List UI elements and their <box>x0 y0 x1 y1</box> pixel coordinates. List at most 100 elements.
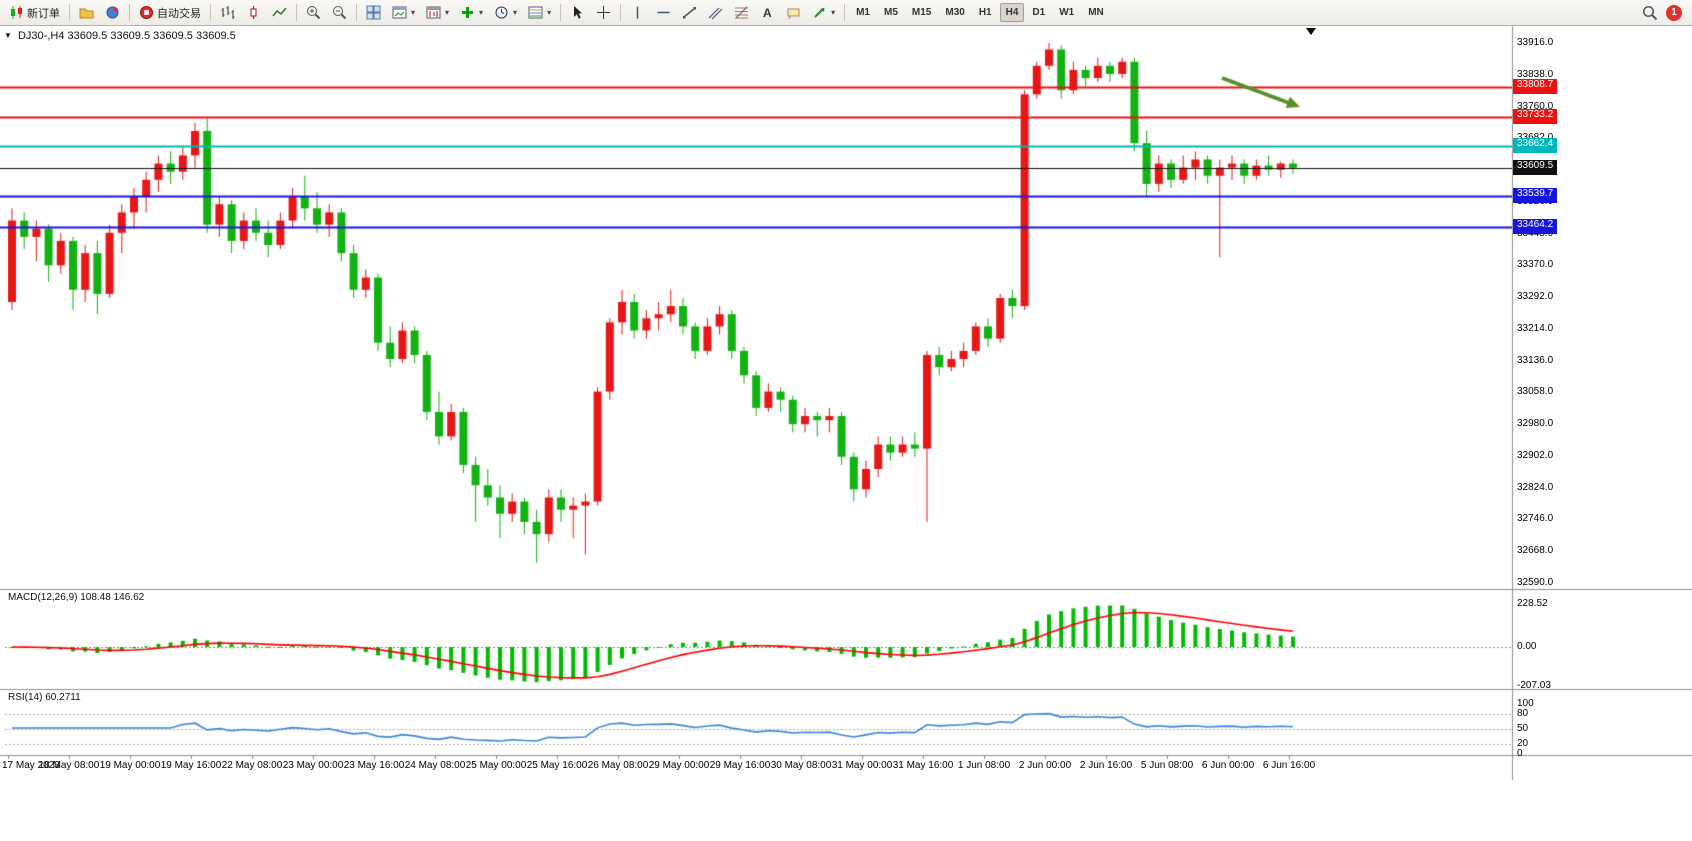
separator <box>69 4 70 21</box>
main-toolbar: 新订单 自动交易 <box>0 0 1692 26</box>
candlesticks-icon <box>11 6 22 19</box>
y-axis-tick: 32824.0 <box>1517 481 1554 493</box>
zoom-out-button[interactable] <box>327 2 352 23</box>
profiles-button[interactable]: ▾ <box>421 2 454 23</box>
autotrading-button[interactable]: 自动交易 <box>134 2 206 23</box>
label-tag-icon <box>787 8 800 20</box>
x-axis-label: 26 May 08:00 <box>587 760 649 771</box>
data-folder-button[interactable] <box>74 2 99 23</box>
candlestick-chart-button[interactable] <box>241 2 266 23</box>
x-axis-label: 19 May 00:00 <box>99 760 161 771</box>
svg-text:A: A <box>763 6 772 20</box>
bar-chart-button[interactable] <box>215 2 240 23</box>
trendline-icon <box>683 7 697 19</box>
separator <box>210 4 211 21</box>
rsi-axis-tick: 50 <box>1517 723 1529 734</box>
y-axis-tick: 32668.0 <box>1517 545 1554 557</box>
line-chart-icon <box>272 7 287 17</box>
x-axis-label: 25 May 16:00 <box>526 760 588 771</box>
timeframe-button-mn[interactable]: MN <box>1082 3 1110 22</box>
templates-button[interactable]: ▾ <box>523 2 556 23</box>
ohlc-values-label: 33609.5 33609.5 33609.5 33609.5 <box>67 30 236 42</box>
y-axis-tick: 32980.0 <box>1517 418 1554 430</box>
new-order-button[interactable]: 新订单 <box>4 2 65 23</box>
community-button[interactable] <box>100 2 125 23</box>
horizontal-line-tool-button[interactable] <box>651 2 676 23</box>
x-axis-label: 30 May 08:00 <box>770 760 832 771</box>
timeframe-button-h4[interactable]: H4 <box>999 3 1025 22</box>
tile-windows-icon <box>366 5 381 20</box>
chart-shift-marker-icon[interactable] <box>1306 28 1316 35</box>
timeframe-button-m30[interactable]: M30 <box>939 3 970 22</box>
timeframe-button-h1[interactable]: H1 <box>973 3 998 22</box>
crosshair-icon <box>597 6 611 19</box>
notification-badge[interactable]: 1 <box>1666 4 1682 21</box>
timeframe-button-w1[interactable]: W1 <box>1053 3 1080 22</box>
bar-chart-icon <box>221 6 235 19</box>
y-axis-tick: 32590.0 <box>1517 577 1554 588</box>
y-axis-tick: 33136.0 <box>1517 354 1554 366</box>
y-axis-tick: 33838.0 <box>1517 68 1554 80</box>
separator <box>844 4 846 21</box>
zoom-out-icon <box>333 6 347 20</box>
dropdown-caret-icon: ▾ <box>513 8 518 17</box>
folder-icon <box>79 8 94 19</box>
globe-icon <box>106 6 119 19</box>
one-click-trading-toggle-icon[interactable]: ▼ <box>4 31 12 40</box>
x-axis-label: 23 May 16:00 <box>343 760 405 771</box>
x-axis-label: 18 May 08:00 <box>38 760 100 771</box>
y-axis-tick: 32902.0 <box>1517 449 1554 461</box>
timeframe-button-m1[interactable]: M1 <box>850 3 876 22</box>
price-tag: 33662.4 <box>1513 138 1558 154</box>
dropdown-caret-icon: ▾ <box>479 8 484 17</box>
clock-icon <box>495 6 508 19</box>
chart-profile-icon <box>426 6 441 19</box>
x-axis-label: 29 May 00:00 <box>648 760 710 771</box>
search-button[interactable] <box>1637 2 1663 23</box>
y-axis-tick: 33760.0 <box>1517 100 1554 112</box>
separator <box>620 4 622 21</box>
vertical-line-icon <box>636 6 639 19</box>
y-axis-tick: 33682.0 <box>1517 132 1553 143</box>
x-axis-label: 19 May 16:00 <box>160 760 222 771</box>
fibonacci-icon <box>735 6 749 19</box>
zoom-in-icon <box>307 6 321 20</box>
timeframe-button-m5[interactable]: M5 <box>878 3 904 22</box>
cursor-button[interactable] <box>565 2 590 23</box>
text-tool-button[interactable]: A <box>755 2 780 23</box>
chart-window-icon <box>392 6 407 19</box>
autotrading-label: 自动交易 <box>157 7 201 20</box>
x-axis-label: 5 Jun 08:00 <box>1140 760 1194 771</box>
timeframe-button-d1[interactable]: D1 <box>1026 3 1051 22</box>
crosshair-button[interactable] <box>591 2 616 23</box>
y-axis-tick: 33370.0 <box>1517 259 1554 271</box>
y-axis-tick: 33058.0 <box>1517 386 1554 398</box>
x-axis-label: 6 Jun 00:00 <box>1201 760 1255 771</box>
x-axis-label: 23 May 00:00 <box>282 760 344 771</box>
horizontal-line-icon <box>657 11 670 14</box>
x-axis-label: 24 May 08:00 <box>404 760 466 771</box>
text-label-tool-button[interactable] <box>781 2 806 23</box>
arrows-tool-button[interactable]: ▾ <box>807 2 840 23</box>
timeframe-button-m15[interactable]: M15 <box>906 3 937 22</box>
periods-button[interactable]: ▾ <box>489 2 522 23</box>
price-tag: 33733.2 <box>1513 109 1558 125</box>
channel-icon <box>708 7 723 20</box>
rsi-axis-tick: 100 <box>1517 698 1534 709</box>
price-tag: 33609.5 <box>1513 159 1558 175</box>
zoom-in-button[interactable] <box>301 2 326 23</box>
line-chart-button[interactable] <box>267 2 292 23</box>
tile-windows-button[interactable] <box>361 2 386 23</box>
indicators-button[interactable]: ▾ <box>455 2 488 23</box>
x-axis-label: 31 May 00:00 <box>831 760 893 771</box>
channel-tool-button[interactable] <box>703 2 728 23</box>
new-chart-button[interactable]: ▾ <box>387 2 420 23</box>
vertical-line-tool-button[interactable] <box>625 2 650 23</box>
fibonacci-tool-button[interactable] <box>729 2 754 23</box>
trendline-tool-button[interactable] <box>677 2 702 23</box>
rsi-indicator-label: RSI(14) 60.2711 <box>8 692 81 703</box>
y-axis-tick: 33292.0 <box>1517 291 1554 303</box>
